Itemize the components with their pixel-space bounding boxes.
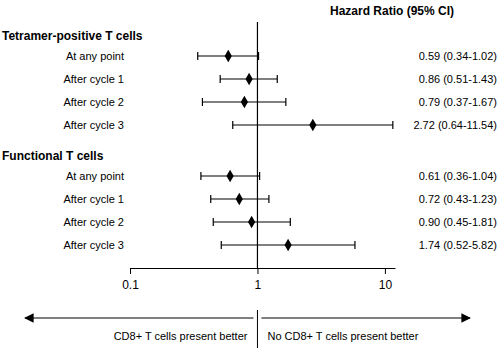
value-label: 0.59 (0.34-1.02) (419, 50, 497, 62)
row-label: After cycle 3 (63, 119, 124, 131)
chart: Hazard Ratio (95% CI) Tetramer-positive T… (0, 0, 500, 356)
point (236, 193, 243, 205)
annotation: No CD8+ T cells present better (267, 330, 418, 342)
row-label: After cycle 2 (63, 216, 124, 228)
ci-cap (200, 172, 201, 180)
ci-cap (285, 98, 286, 106)
ci-cap (232, 121, 233, 129)
row-label: After cycle 1 (63, 193, 124, 205)
point (309, 119, 316, 131)
tick: 1 (255, 268, 262, 292)
divider (257, 310, 258, 348)
row-label: After cycle 3 (63, 239, 124, 251)
value-label: 0.90 (0.45-1.81) (419, 216, 497, 228)
point (285, 239, 292, 251)
annotation: CD8+ T cells present better (114, 330, 248, 342)
group-header: Tetramer-positive T cells (2, 29, 143, 43)
arrow (25, 317, 253, 318)
value-label: 2.72 (0.64-11.54) (413, 119, 497, 131)
tick: 10 (379, 268, 393, 292)
ci-cap (268, 195, 269, 203)
title: Hazard Ratio (95% CI) (330, 4, 454, 18)
ci-cap (290, 218, 291, 226)
axis-line (131, 268, 396, 269)
plot-area (198, 22, 393, 268)
ci-cap (392, 121, 393, 129)
value-label: 0.79 (0.37-1.67) (419, 96, 497, 108)
ci-cap (258, 52, 259, 60)
x-axis: 0.1 1 10 (122, 268, 395, 292)
labels: Tetramer-positive T cells At any point 0.5… (2, 29, 497, 251)
tick-label: 0.1 (122, 278, 139, 292)
row-label: At any point (66, 170, 124, 182)
ci-cap (202, 98, 203, 106)
tick-mark (130, 268, 131, 274)
ci-cap (259, 172, 260, 180)
ci-cap (221, 241, 222, 249)
tick: 0.1 (122, 268, 139, 292)
ci-cap (354, 241, 355, 249)
point (248, 216, 255, 228)
reference-line (257, 22, 258, 268)
tick-label: 1 (255, 278, 262, 292)
value-label: 1.74 (0.52-5.82) (419, 239, 497, 251)
ci-cap (220, 75, 221, 83)
ci-cap (210, 195, 211, 203)
tick-mark (257, 268, 258, 274)
point (226, 170, 233, 182)
row-label: At any point (66, 50, 124, 62)
value-label: 0.61 (0.36-1.04) (419, 170, 497, 182)
group-header: Functional T cells (2, 149, 104, 163)
point (241, 96, 248, 108)
row-label: After cycle 1 (63, 73, 124, 85)
row-label: After cycle 2 (63, 96, 124, 108)
ci-cap (197, 52, 198, 60)
value-label: 0.72 (0.43-1.23) (419, 193, 497, 205)
value-label: 0.86 (0.51-1.43) (419, 73, 497, 85)
arrow (261, 317, 470, 318)
tick-mark (385, 268, 386, 274)
point (225, 50, 232, 62)
ci-cap (277, 75, 278, 83)
ci-cap (213, 218, 214, 226)
tick-label: 10 (379, 278, 393, 292)
point (246, 73, 253, 85)
